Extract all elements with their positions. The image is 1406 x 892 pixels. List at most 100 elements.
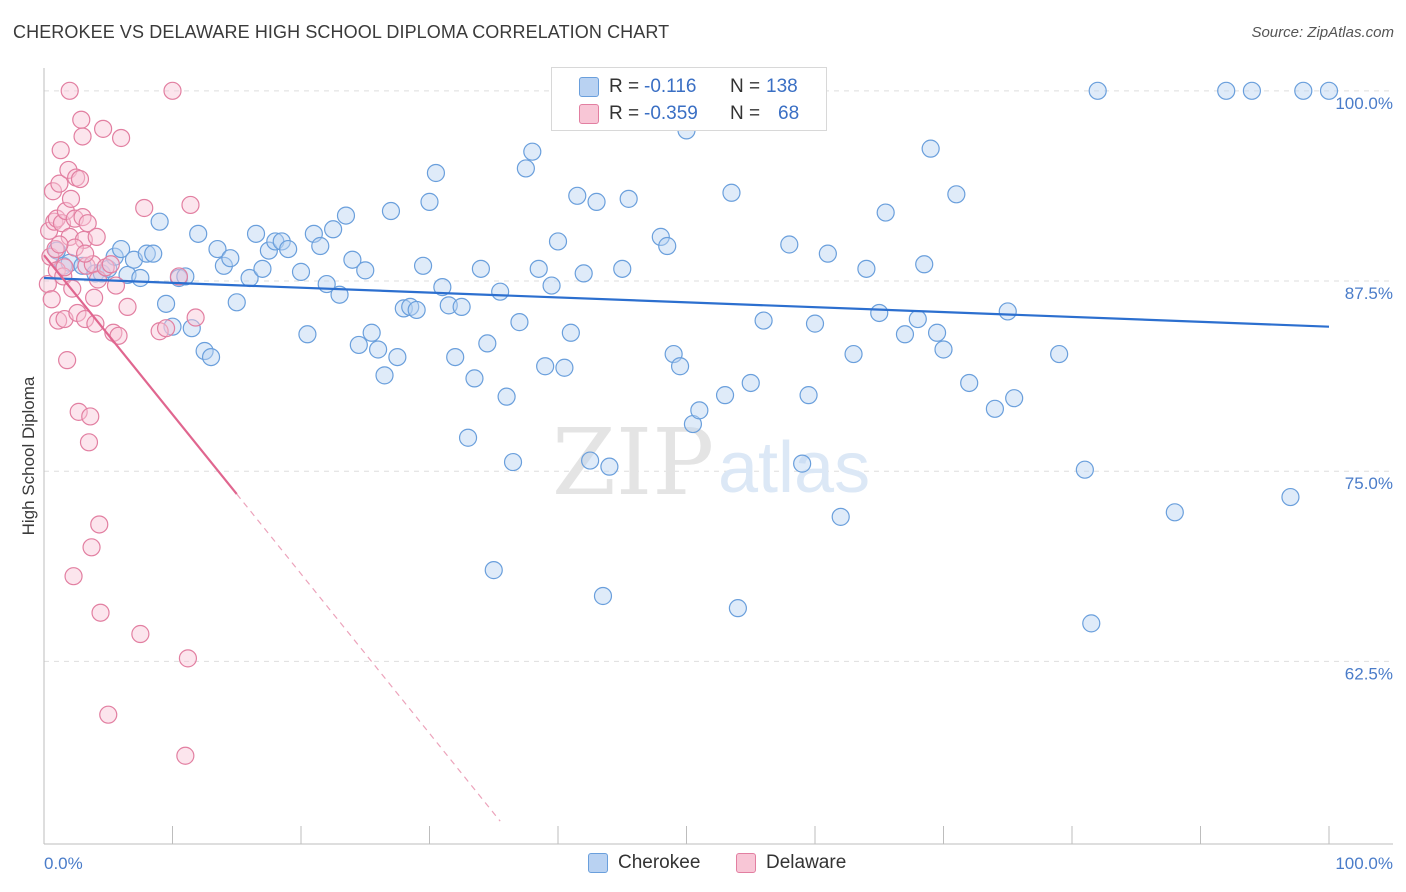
- cherokee-point-53: [413, 256, 433, 275]
- cherokee-point-37: [311, 236, 330, 256]
- cherokee-point-42: [343, 250, 362, 269]
- trend-line-delaware: [43, 254, 238, 495]
- cherokee-point-83: [613, 259, 632, 278]
- delaware-point-54: [135, 198, 154, 218]
- data-points: [38, 81, 1339, 765]
- cherokee-point-75: [555, 358, 574, 377]
- delaware-point-53: [131, 624, 150, 644]
- delaware-point-43: [91, 603, 110, 622]
- cherokee-point-129: [1294, 81, 1313, 100]
- cherokee-point-40: [330, 285, 349, 304]
- delaware-point-67: [50, 235, 69, 254]
- cherokee-point-116: [947, 185, 966, 204]
- delaware-point-60: [178, 649, 198, 668]
- axes: [43, 68, 1393, 845]
- y-tick-label-2: 87.5%: [1345, 284, 1393, 303]
- cherokee-point-8: [111, 239, 131, 259]
- cherokee-point-126: [1217, 81, 1236, 100]
- x-tick-labels: 0.0% 100.0%: [44, 854, 1393, 873]
- cherokee-point-60: [458, 428, 478, 447]
- cherokee-point-54: [420, 192, 439, 211]
- cherokee-point-44: [356, 261, 375, 280]
- cherokee-point-101: [793, 454, 812, 473]
- series-delaware: [38, 81, 205, 765]
- cherokee-point-18: [176, 267, 195, 286]
- cherokee-point-52: [407, 300, 426, 320]
- cherokee-point-59: [452, 297, 471, 316]
- cherokee-point-130: [1319, 81, 1339, 100]
- delaware-point-35: [81, 407, 100, 426]
- cherokee-point-56: [433, 278, 452, 297]
- cherokee-point-70: [523, 142, 542, 161]
- delaware-point-51: [111, 128, 131, 148]
- delaware-point-11: [51, 141, 70, 160]
- cherokee-point-24: [214, 256, 233, 275]
- delaware-point-59: [176, 746, 195, 765]
- delaware-point-38: [85, 288, 104, 307]
- cherokee-point-14: [150, 212, 169, 231]
- cherokee-point-23: [208, 239, 227, 259]
- legend-row-delaware: R = -0.359 N = 68: [552, 100, 826, 128]
- cherokee-point-84: [619, 189, 638, 208]
- delaware-point-36: [82, 538, 101, 557]
- cherokee-point-109: [876, 203, 895, 222]
- cherokee-point-64: [484, 561, 503, 580]
- trend-line-delaware-extension: [236, 493, 501, 822]
- cherokee-point-41: [336, 206, 356, 225]
- cherokee-point-96: [722, 183, 741, 202]
- delaware-point-52: [118, 297, 137, 316]
- delaware-point-62: [186, 308, 205, 327]
- delaware-point-29: [73, 127, 92, 146]
- cherokee-point-22: [201, 347, 221, 367]
- y-tick-labels: 62.5% 75.0% 87.5% 100.0%: [1335, 94, 1393, 684]
- cherokee-point-103: [805, 314, 825, 333]
- cherokee-point-119: [998, 302, 1017, 321]
- delaware-point-21: [64, 567, 83, 586]
- cherokee-point-123: [1082, 614, 1101, 633]
- y-tick-label-0: 62.5%: [1345, 664, 1393, 683]
- cherokee-point-105: [831, 507, 850, 526]
- trend-line-cherokee: [43, 276, 1330, 328]
- cherokee-point-47: [375, 366, 394, 385]
- bottom-legend-cherokee: Cherokee: [588, 852, 700, 874]
- cherokee-point-98: [741, 373, 760, 393]
- y-axis-label: High School Diploma: [19, 376, 38, 535]
- delaware-point-18: [60, 227, 79, 246]
- legend-swatch-delaware: [579, 104, 599, 124]
- delaware-point-4: [43, 182, 63, 201]
- cherokee-point-78: [574, 264, 593, 283]
- delaware-point-26: [70, 169, 90, 189]
- cherokee-point-61: [465, 369, 484, 388]
- legend: R = -0.116 N = 138 R = -0.359 N = 68: [551, 67, 827, 131]
- delaware-point-9: [49, 311, 68, 330]
- series-cherokee: [47, 81, 1339, 633]
- delaware-point-16: [58, 351, 77, 370]
- cherokee-point-55: [426, 163, 446, 183]
- cherokee-point-49: [388, 347, 407, 367]
- cherokee-point-26: [227, 293, 246, 312]
- cherokee-point-97: [728, 599, 748, 618]
- legend-swatch-cherokee: [579, 77, 599, 97]
- cherokee-point-102: [799, 386, 818, 405]
- legend-r-label: R =: [609, 76, 640, 97]
- cherokee-point-107: [857, 259, 876, 278]
- cherokee-point-28: [246, 224, 266, 243]
- delaware-point-31: [76, 309, 95, 329]
- delaware-point-19: [61, 189, 81, 208]
- cherokee-point-90: [670, 357, 690, 376]
- delaware-point-0: [38, 274, 57, 294]
- delaware-point-27: [72, 110, 91, 129]
- delaware-point-47: [101, 255, 120, 274]
- cherokee-point-122: [1075, 460, 1094, 479]
- cherokee-point-15: [156, 294, 176, 313]
- cherokee-point-67: [503, 452, 523, 472]
- cherokee-point-46: [369, 340, 388, 359]
- cherokee-point-112: [915, 255, 934, 274]
- cherokee-point-30: [259, 241, 278, 260]
- cherokee-point-69: [516, 159, 535, 178]
- delaware-point-61: [181, 195, 200, 215]
- delaware-point-42: [90, 515, 109, 534]
- cherokee-point-100: [780, 235, 799, 254]
- cherokee-point-43: [349, 335, 368, 355]
- cherokee-point-34: [291, 262, 311, 281]
